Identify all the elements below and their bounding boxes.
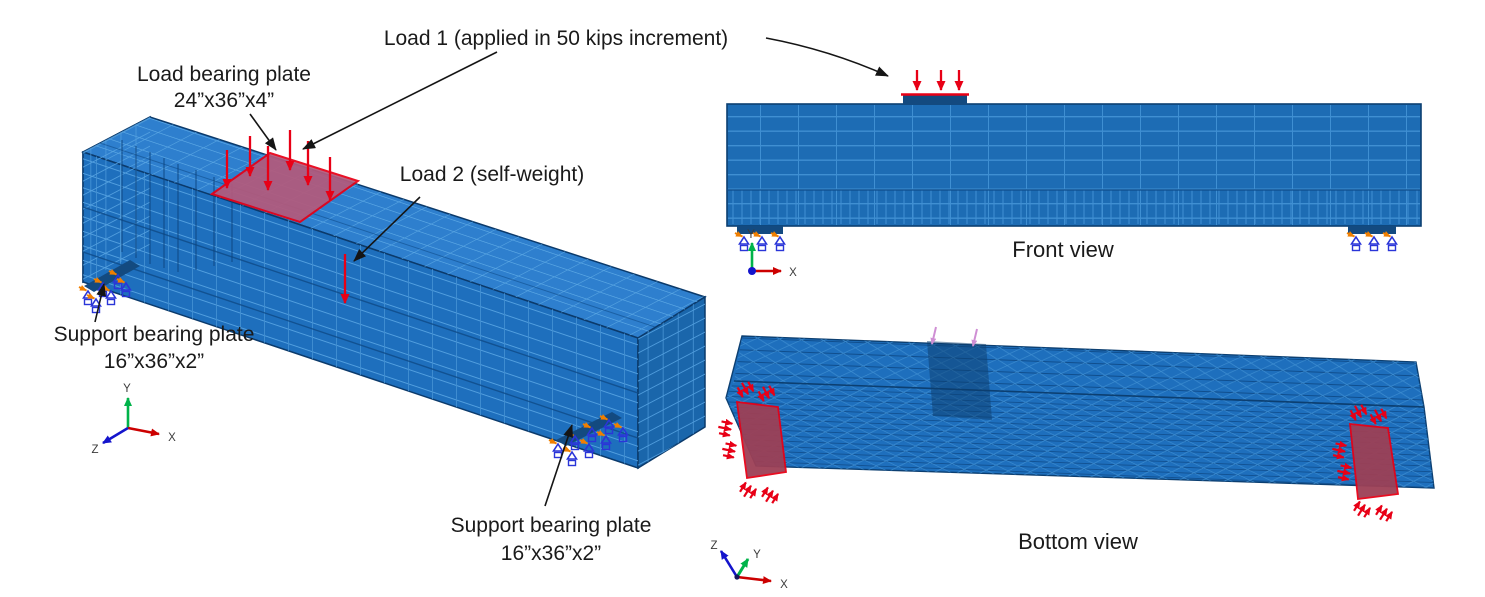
bottom-view-caption: Bottom view (1018, 529, 1138, 554)
axis-label-y: Y (753, 549, 761, 561)
leader-load1-to-front (765, 37, 889, 77)
z-axis-arrow (719, 550, 739, 578)
annotations: Load 1 (applied in 50 kips increment) Lo… (54, 27, 889, 565)
bottom-support-patch-left (735, 400, 787, 480)
leader-load-plate (249, 113, 277, 151)
front-view: Y X Front view (726, 70, 1422, 279)
front-load1-arrows (912, 70, 964, 91)
load-bearing-plate-label-line2: 24”x36”x4” (174, 89, 274, 112)
axis-label-y: Y (123, 383, 131, 395)
axis-label-x: X (168, 432, 176, 444)
z-axis-dot (748, 267, 756, 275)
support-plate-left-label-line1: Support bearing plate (54, 323, 255, 346)
iso-face-lines (82, 142, 656, 439)
load-arrow (930, 326, 937, 345)
leader-support-right (544, 424, 573, 507)
leader-support-left (94, 283, 107, 323)
axis-label-z: Z (710, 540, 717, 552)
load-arrow (971, 328, 978, 347)
load2-label: Load 2 (self-weight) (400, 163, 584, 186)
triad-origin-dot (734, 574, 740, 580)
front-load-plate (903, 95, 967, 105)
front-beam-stirrups (729, 189, 1419, 224)
axis-label-z: Z (91, 444, 98, 456)
front-support-plate-left (737, 226, 783, 234)
support-plate-right-label-line2: 16”x36”x2” (501, 542, 601, 565)
iso-axis-triad: Y X Z (91, 383, 176, 456)
front-view-caption: Front view (1012, 237, 1114, 262)
leader-load1-to-iso (302, 51, 498, 150)
support-plate-right-label-line1: Support bearing plate (451, 514, 652, 537)
bottom-side-strip-mesh (734, 336, 1424, 407)
front-axis-triad: Y X (747, 229, 797, 279)
axis-label-x: X (789, 267, 797, 279)
iso-mesh-left (83, 117, 150, 282)
leader-load2 (353, 196, 421, 262)
bottom-load-plate-silhouette (927, 341, 992, 420)
iso-mesh-end (638, 297, 705, 468)
isometric-view: Y X Z (79, 115, 707, 470)
bottom-support-patch-right (1348, 422, 1400, 501)
iso-mesh-top (83, 117, 705, 338)
z-axis-arrow (102, 426, 129, 445)
bottom-face-mesh (726, 381, 1434, 488)
front-bc-right (1347, 233, 1397, 251)
x-axis-arrow (127, 426, 160, 437)
bottom-axis-triad: Z Y X (710, 540, 788, 591)
load1-label: Load 1 (applied in 50 kips increment) (384, 27, 728, 50)
bottom-view: Z Y X Bottom view (710, 326, 1435, 591)
bottom-load-arrows-pink (930, 326, 978, 347)
load-bearing-plate-label-line1: Load bearing plate (137, 63, 311, 86)
front-support-plate-right (1348, 226, 1396, 234)
axis-label-x: X (780, 579, 788, 591)
bottom-face-divider (733, 380, 1425, 408)
axis-label-y: Y (747, 229, 755, 241)
front-bc-left (735, 233, 785, 251)
iso-mesh-front (83, 152, 638, 468)
y-axis-arrow (735, 558, 750, 578)
support-plate-left-label-line2: 16”x36”x2” (104, 350, 204, 373)
x-axis-arrow (736, 575, 772, 585)
